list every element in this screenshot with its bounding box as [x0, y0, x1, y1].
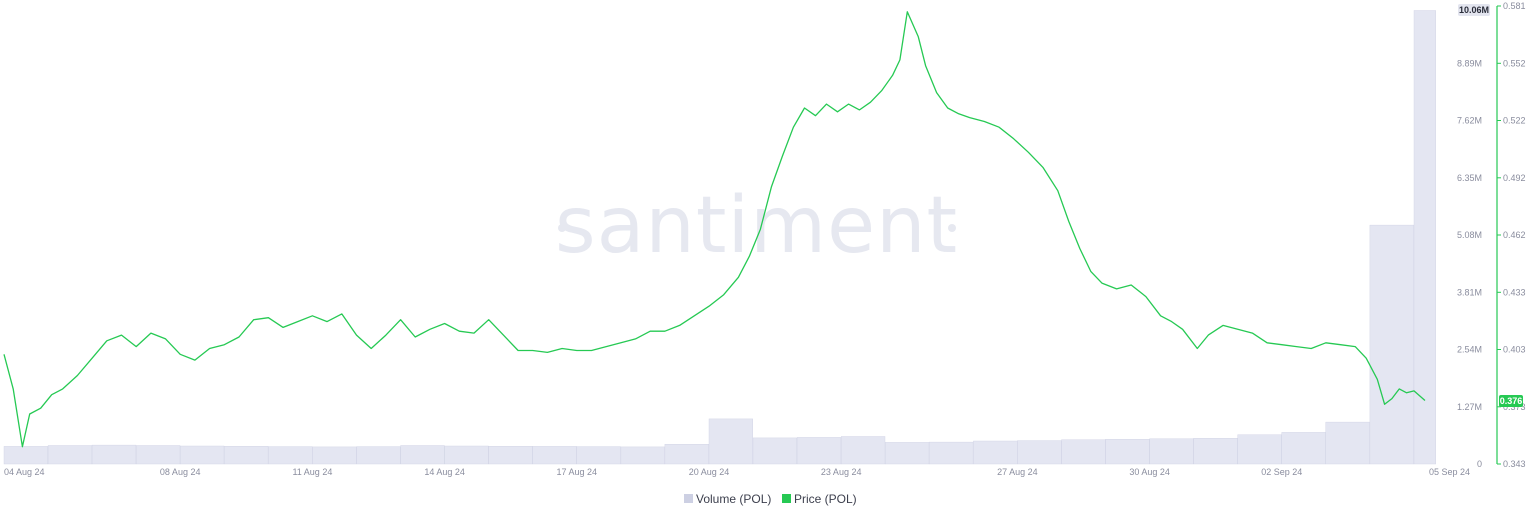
- volume-bar: [356, 446, 401, 465]
- date-tick-label: 17 Aug 24: [557, 467, 598, 477]
- date-tick-label: 20 Aug 24: [689, 467, 730, 477]
- date-tick-label: 30 Aug 24: [1129, 467, 1170, 477]
- date-tick-label: 02 Sep 24: [1261, 467, 1302, 477]
- volume-bar: [135, 445, 181, 465]
- price-last-badge: 0.376: [1499, 395, 1523, 407]
- volume-bar: [1061, 439, 1106, 465]
- date-tick-label: 23 Aug 24: [821, 467, 862, 477]
- volume-bar: [973, 440, 1018, 465]
- price-tick-label: 0.343: [1503, 459, 1526, 469]
- legend-item-price[interactable]: Price (POL): [782, 492, 857, 506]
- legend-item-volume[interactable]: Volume (POL): [684, 492, 771, 506]
- date-axis-ticks: 04 Aug 24 08 Aug 24 11 Aug 24 14 Aug 24 17 A…: [4, 467, 1470, 477]
- volume-bar: [444, 445, 489, 465]
- legend-volume-swatch: [684, 494, 693, 503]
- volume-bar: [179, 445, 225, 465]
- date-tick-label: 27 Aug 24: [997, 467, 1038, 477]
- volume-bar: [3, 446, 48, 465]
- volume-bar: [1413, 10, 1436, 465]
- volume-bar: [224, 446, 269, 465]
- volume-bar: [1281, 432, 1326, 465]
- volume-tick-label: 3.81M: [1457, 287, 1482, 297]
- volume-bar: [708, 418, 753, 465]
- volume-bar: [620, 446, 665, 465]
- volume-bar: [532, 446, 577, 465]
- volume-bar: [664, 444, 709, 465]
- date-tick-label: 14 Aug 24: [424, 467, 465, 477]
- volume-tick-label: 2.54M: [1457, 345, 1482, 355]
- volume-tick-label: 0: [1477, 459, 1482, 469]
- volume-bar: [1149, 438, 1194, 465]
- volume-bar: [1325, 421, 1370, 465]
- price-tick-label: 0.581: [1503, 1, 1526, 11]
- volume-tick-label: 7.62M: [1457, 116, 1482, 126]
- date-tick-label: 08 Aug 24: [160, 467, 201, 477]
- watermark-dot-left: [558, 224, 566, 232]
- volume-bar: [400, 445, 445, 465]
- price-last-value: 0.376: [1500, 396, 1523, 406]
- volume-bar: [91, 444, 137, 465]
- volume-bar: [576, 446, 621, 465]
- volume-bar: [1237, 434, 1282, 465]
- volume-bar: [268, 446, 313, 465]
- volume-bar: [47, 445, 93, 465]
- date-tick-label: 11 Aug 24: [292, 467, 332, 477]
- volume-tick-label: 8.89M: [1457, 58, 1482, 68]
- legend: Volume (POL) Price (POL): [684, 492, 857, 506]
- volume-bar: [1193, 438, 1238, 465]
- watermark-dot-right: [948, 224, 956, 232]
- volume-bar: [885, 442, 930, 465]
- volume-bar: [1369, 224, 1414, 465]
- legend-volume-label: Volume (POL): [696, 492, 771, 506]
- volume-bar: [1105, 439, 1150, 465]
- volume-bar: [1017, 440, 1062, 465]
- legend-price-swatch: [782, 494, 791, 503]
- volume-last-value: 10.06M: [1459, 5, 1489, 15]
- volume-last-badge: 10.06M: [1458, 4, 1490, 16]
- volume-bar: [312, 446, 357, 465]
- volume-tick-label: 5.08M: [1457, 230, 1482, 240]
- date-tick-label: 04 Aug 24: [4, 467, 45, 477]
- watermark: santiment: [555, 181, 958, 271]
- price-tick-label: 0.433: [1503, 287, 1526, 297]
- volume-bars: [3, 10, 1436, 465]
- price-tick-label: 0.552: [1503, 58, 1526, 68]
- volume-axis-ticks: 0 1.27M 2.54M 3.81M 5.08M 6.35M 7.62M 8.89M: [1457, 58, 1482, 469]
- price-tick-label: 0.403: [1503, 345, 1526, 355]
- price-tick-label: 0.492: [1503, 173, 1526, 183]
- volume-bar: [841, 436, 886, 465]
- legend-price-label: Price (POL): [794, 492, 857, 506]
- volume-bar: [796, 437, 842, 465]
- volume-bar: [929, 441, 974, 465]
- volume-bar: [488, 446, 533, 465]
- price-line[interactable]: [3, 11, 1426, 448]
- price-tick-label: 0.462: [1503, 230, 1526, 240]
- volume-tick-label: 1.27M: [1457, 402, 1482, 412]
- volume-tick-label: 6.35M: [1457, 173, 1482, 183]
- volume-bar: [752, 437, 797, 465]
- price-tick-label: 0.522: [1503, 116, 1526, 126]
- date-tick-label: 05 Sep 24: [1429, 467, 1470, 477]
